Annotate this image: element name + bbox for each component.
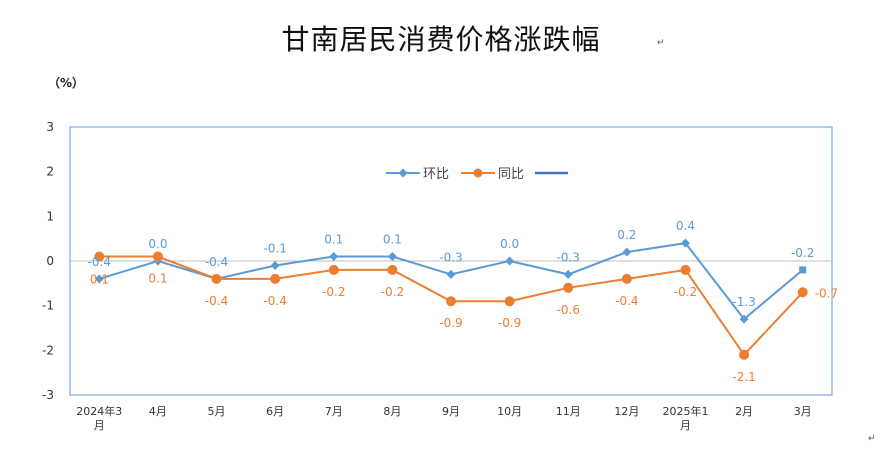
y-tick-label: 0 [46, 254, 54, 268]
data-label-yoy: -0.9 [498, 316, 521, 330]
data-label-yoy: -0.2 [322, 285, 345, 299]
data-point-yoy [270, 273, 281, 284]
x-tick-label: 月 [680, 419, 691, 432]
data-point-yoy [328, 264, 339, 275]
x-tick-label: 11月 [556, 405, 581, 418]
y-axis-unit-label: （%） [48, 76, 85, 90]
x-tick-label: 2024年3 [76, 404, 122, 418]
data-label-yoy: 0.1 [90, 273, 109, 287]
y-tick-label: 1 [46, 209, 54, 223]
data-point-mom [563, 269, 573, 279]
data-point-mom [739, 314, 749, 324]
data-point-yoy [504, 296, 515, 307]
x-tick-label: 10月 [497, 405, 522, 418]
data-label-mom: -0.4 [88, 255, 111, 269]
x-tick-label: 2月 [735, 405, 753, 418]
data-point-mom [446, 269, 456, 279]
data-label-mom: -0.3 [557, 250, 580, 264]
y-tick-label: -1 [42, 299, 54, 313]
data-point-yoy [680, 264, 691, 275]
x-tick-label: 7月 [325, 405, 343, 418]
data-point-yoy [739, 349, 750, 360]
data-label-yoy: -0.9 [439, 316, 462, 330]
x-tick-label: 4月 [149, 405, 167, 418]
data-label-yoy: -0.6 [557, 303, 580, 317]
x-tick-label: 5月 [208, 405, 226, 418]
y-tick-label: -3 [42, 388, 54, 402]
x-tick-label: 月 [94, 419, 105, 432]
x-tick-label: 12月 [614, 405, 639, 418]
y-tick-label: 2 [46, 165, 54, 179]
data-label-mom: 0.0 [500, 237, 519, 251]
data-point-yoy [152, 251, 163, 262]
data-label-mom: -0.2 [791, 246, 814, 260]
data-label-yoy: -0.4 [205, 294, 228, 308]
legend-label-mom: 环比 [423, 167, 449, 182]
data-label-yoy: -2.1 [732, 370, 755, 384]
data-point-mom [799, 266, 807, 274]
data-point-mom [622, 247, 632, 257]
data-point-mom [329, 252, 339, 262]
data-point-yoy [387, 264, 398, 275]
data-label-yoy: -0.4 [615, 294, 638, 308]
data-point-yoy [621, 273, 632, 284]
data-label-mom: -0.4 [205, 255, 228, 269]
data-point-mom [270, 260, 280, 270]
data-label-mom: -0.1 [263, 241, 286, 255]
x-tick-label: 3月 [794, 405, 812, 418]
data-label-mom: 0.4 [676, 219, 695, 233]
data-label-yoy: -0.2 [381, 285, 404, 299]
x-tick-label: 6月 [266, 405, 284, 418]
data-point-yoy [563, 282, 574, 293]
y-tick-label: -2 [42, 343, 54, 357]
data-point-mom [94, 274, 104, 284]
data-point-yoy [797, 287, 808, 298]
x-tick-label: 9月 [442, 405, 460, 418]
data-label-mom: 0.1 [383, 233, 402, 247]
data-point-mom [680, 238, 690, 248]
x-tick-label: 8月 [383, 405, 401, 418]
data-point-mom [387, 252, 397, 262]
data-label-yoy: -0.4 [263, 294, 286, 308]
data-label-mom: 0.2 [617, 228, 636, 242]
data-label-mom: -1.3 [732, 295, 755, 309]
data-label-yoy: -0.7 [815, 286, 838, 300]
data-label-mom: -0.3 [439, 250, 462, 264]
x-tick-label: 2025年1 [662, 404, 708, 418]
legend-marker-mom [398, 168, 408, 178]
legend-marker-yoy [473, 168, 483, 178]
data-label-mom: 0.1 [324, 233, 343, 247]
y-tick-label: 3 [46, 120, 54, 134]
return-mark-icon: ↵ [868, 434, 876, 444]
data-point-yoy [94, 251, 105, 262]
return-mark-icon: ↵ [657, 38, 665, 48]
chart-title: 甘南居民消费价格涨跌幅 [281, 23, 601, 56]
data-point-yoy [211, 273, 222, 284]
data-label-yoy: -0.2 [674, 285, 697, 299]
data-point-mom [505, 256, 515, 266]
data-point-yoy [446, 296, 456, 307]
data-label-yoy: 0.1 [148, 272, 167, 286]
data-label-mom: 0.0 [148, 237, 167, 251]
legend-label-yoy: 同比 [498, 167, 524, 182]
